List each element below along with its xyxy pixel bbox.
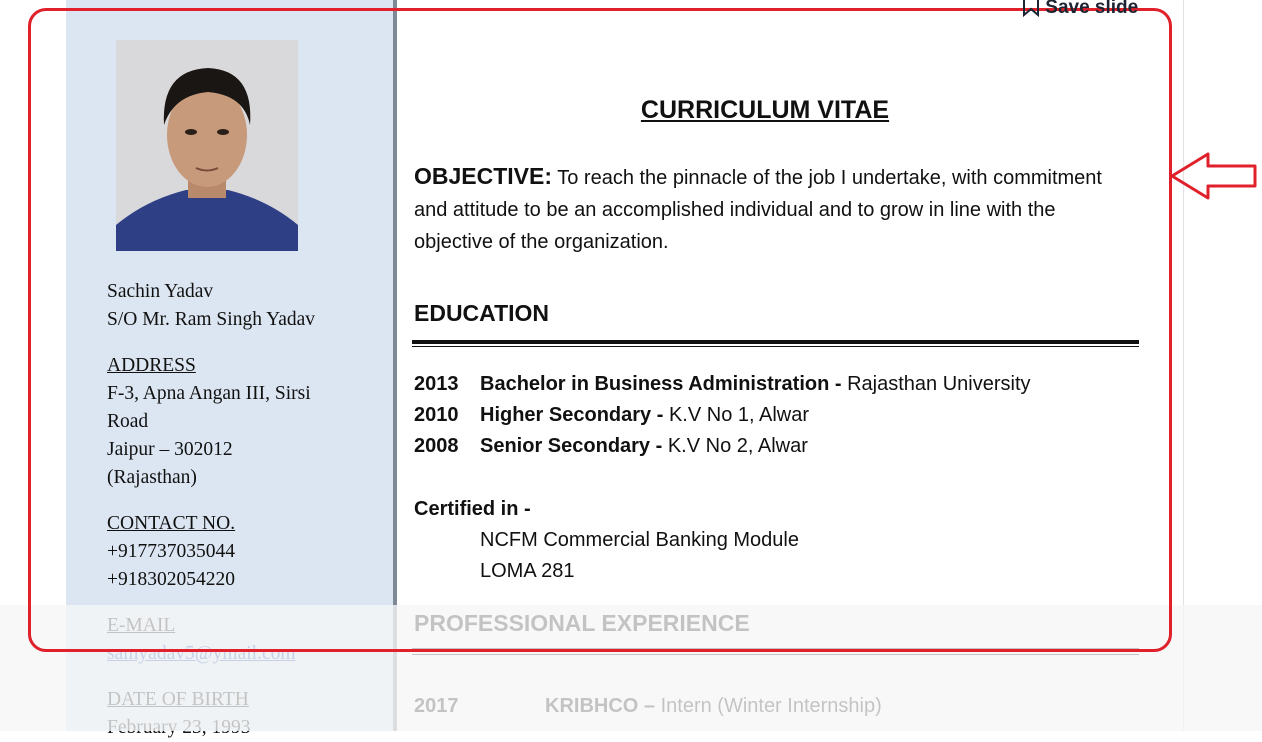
section-line: Road [107, 411, 149, 432]
certified-label: Certified in - [414, 498, 531, 520]
section-line: F-3, Apna Angan III, Sirsi [107, 383, 311, 404]
institution: K.V No 1, Alwar [668, 404, 810, 426]
section-line: +917737035044 [107, 541, 235, 562]
bottom-fade [0, 605, 1262, 731]
profile-photo [116, 40, 298, 251]
section-line: +918302054220 [107, 569, 235, 590]
year: 2010 [414, 404, 459, 426]
highlight-frame [28, 8, 1172, 652]
section-heading: CONTACT NO. [107, 513, 236, 534]
objective: OBJECTIVE: To reach the pinnacle of the … [414, 160, 1134, 258]
degree: Senior Secondary - [480, 435, 663, 457]
degree: Higher Secondary - [480, 404, 664, 426]
sidebar-section: CONTACT NO. +917737035044 +918302054220 [107, 510, 315, 594]
section-line: Jaipur – 302012 [107, 439, 233, 460]
name: Sachin Yadav [107, 281, 214, 302]
section-heading: ADDRESS [107, 355, 196, 376]
education-list: 2013 Bachelor in Business Administration … [414, 369, 1031, 462]
save-label: Save slide [1045, 0, 1139, 18]
certified: Certified in - NCFM Commercial Banking M… [414, 494, 799, 587]
section-line: (Rajasthan) [107, 467, 197, 488]
bookmark-icon [1023, 0, 1039, 18]
parent: S/O Mr. Ram Singh Yadav [107, 309, 316, 330]
institution: K.V No 2, Alwar [667, 435, 808, 457]
objective-label: OBJECTIVE: [414, 163, 553, 189]
year: 2013 [414, 373, 459, 395]
title: CURRICULUM VITAE [400, 96, 1130, 125]
title-text: CURRICULUM VITAE [640, 96, 890, 124]
year: 2008 [414, 435, 459, 457]
institution: Rajasthan University [847, 373, 1031, 395]
objective-text: To reach the pinnacle of the job I under… [414, 167, 1102, 253]
certification: NCFM Commercial Banking Module [480, 529, 799, 551]
education-item: 2010 Higher Secondary - K.V No 1, Alwar [414, 400, 1031, 431]
sidebar-section: ADDRESS F-3, Apna Angan III, Sirsi Road Jai… [107, 352, 315, 492]
rule [412, 340, 1139, 344]
certified-list: NCFM Commercial Banking Module LOMA 281 [414, 525, 799, 587]
arrow [1170, 152, 1257, 200]
rule [412, 346, 1139, 347]
education-heading: EDUCATION [414, 300, 550, 326]
education-item: 2008 Senior Secondary - K.V No 2, Alwar [414, 431, 1031, 462]
degree: Bachelor in Business Administration - [480, 373, 842, 395]
certification: LOMA 281 [480, 560, 575, 582]
education-item: 2013 Bachelor in Business Administration … [414, 369, 1031, 400]
save-slide-button[interactable]: Save slide [1022, 0, 1138, 19]
